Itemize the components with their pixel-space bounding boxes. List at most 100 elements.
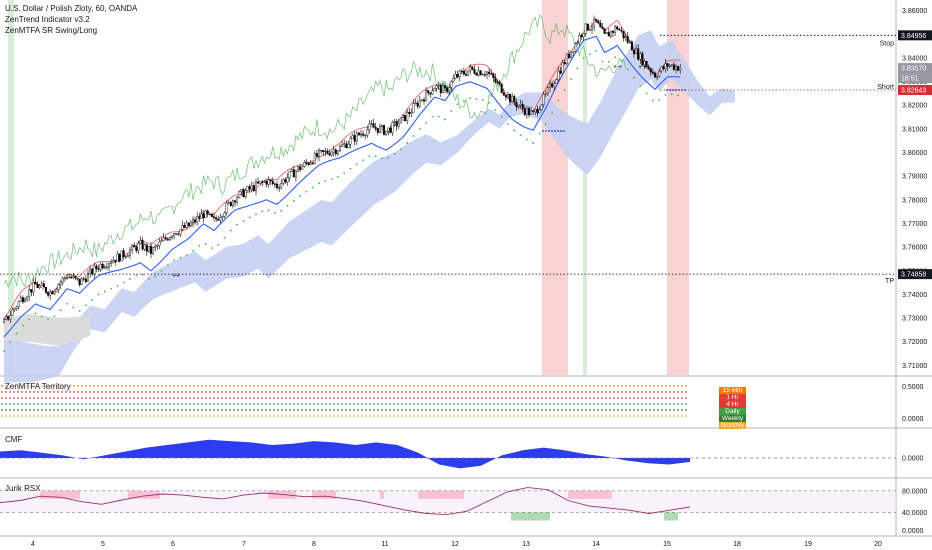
territory-dot (665, 409, 667, 411)
territory-dot (517, 415, 519, 417)
territory-dot (409, 409, 411, 411)
territory-dot (81, 409, 83, 411)
candle-body (549, 83, 552, 89)
territory-dot (265, 397, 267, 399)
territory-dot (285, 397, 287, 399)
territory-dot (197, 409, 199, 411)
time-tick-4: 8 (312, 541, 316, 548)
candle-body (57, 284, 60, 290)
territory-dot (665, 397, 667, 399)
territory-dot (381, 409, 383, 411)
territory-dot (673, 385, 675, 387)
territory-dot (217, 415, 219, 417)
candle-body (641, 53, 644, 66)
territory-dot (597, 415, 599, 417)
territory-dot (653, 391, 655, 393)
territory-dot (473, 415, 475, 417)
territory-dot (177, 385, 179, 387)
territory-dot (297, 415, 299, 417)
territory-dot (17, 397, 19, 399)
support-dot (368, 155, 371, 158)
territory-dot (537, 409, 539, 411)
territory-dot (557, 391, 559, 393)
territory-dot (465, 391, 467, 393)
territory-dot (125, 385, 127, 387)
territory-dot (373, 397, 375, 399)
territory-dot (633, 397, 635, 399)
candle-body (448, 87, 451, 92)
territory-dot (241, 391, 243, 393)
territory-dot (85, 385, 87, 387)
support-dot (122, 281, 125, 284)
rsx-overbought-zone-3 (312, 490, 336, 499)
candle-body (662, 66, 665, 69)
candle-body (672, 64, 675, 70)
candle-body (437, 85, 440, 87)
territory-dot (137, 409, 139, 411)
price-tick-13: 3.73000 (902, 316, 927, 323)
candle-body (288, 171, 291, 178)
territory-dot (413, 403, 415, 405)
territory-dot (385, 403, 387, 405)
territory-dot (261, 385, 263, 387)
territory-dot (325, 385, 327, 387)
territory-dot (517, 397, 519, 399)
territory-dot (85, 397, 87, 399)
candle-body (166, 238, 169, 241)
territory-dot (217, 409, 219, 411)
candle-body (141, 240, 144, 250)
territory-dot (117, 385, 119, 387)
territory-dot (85, 403, 87, 405)
territory-dot (41, 397, 43, 399)
support-dot (15, 332, 18, 335)
candle-body (198, 216, 201, 219)
territory-dot (481, 391, 483, 393)
candle-body (444, 85, 447, 88)
candle-body (664, 63, 667, 69)
territory-dot (69, 391, 71, 393)
territory-dot (181, 385, 183, 387)
candle-body (47, 292, 50, 296)
territory-dot (489, 409, 491, 411)
territory-dot (161, 415, 163, 417)
territory-dot (557, 397, 559, 399)
territory-dot (633, 409, 635, 411)
territory-dot (661, 397, 663, 399)
territory-dot (477, 397, 479, 399)
territory-dot (421, 385, 423, 387)
short-zone-1 (542, 0, 568, 376)
candle-body (381, 125, 384, 127)
territory-dot (109, 391, 111, 393)
territory-dot (597, 403, 599, 405)
territory-dot (101, 403, 103, 405)
territory-dot (401, 397, 403, 399)
territory-dot (33, 391, 35, 393)
candle-body (588, 29, 591, 31)
territory-dot (41, 403, 43, 405)
territory-dot (249, 403, 251, 405)
candle-body (162, 237, 165, 241)
territory-dot (481, 403, 483, 405)
support-dot (343, 172, 346, 175)
candle-body (582, 33, 585, 37)
candle-body (341, 144, 344, 147)
territory-dot (393, 397, 395, 399)
territory-dot (105, 385, 107, 387)
territory-dot (185, 409, 187, 411)
candle-body (261, 181, 264, 183)
candle-body (15, 306, 18, 309)
signal-marker-0: + (172, 272, 176, 279)
support-dot (135, 274, 138, 277)
territory-dot (437, 397, 439, 399)
territory-dot (609, 409, 611, 411)
territory-dot (589, 409, 591, 411)
candle-body (263, 181, 266, 183)
territory-dot (109, 403, 111, 405)
candle-body (86, 273, 89, 282)
candle-body (433, 88, 436, 91)
territory-dot (397, 409, 399, 411)
territory-dot (581, 391, 583, 393)
territory-dot (169, 397, 171, 399)
